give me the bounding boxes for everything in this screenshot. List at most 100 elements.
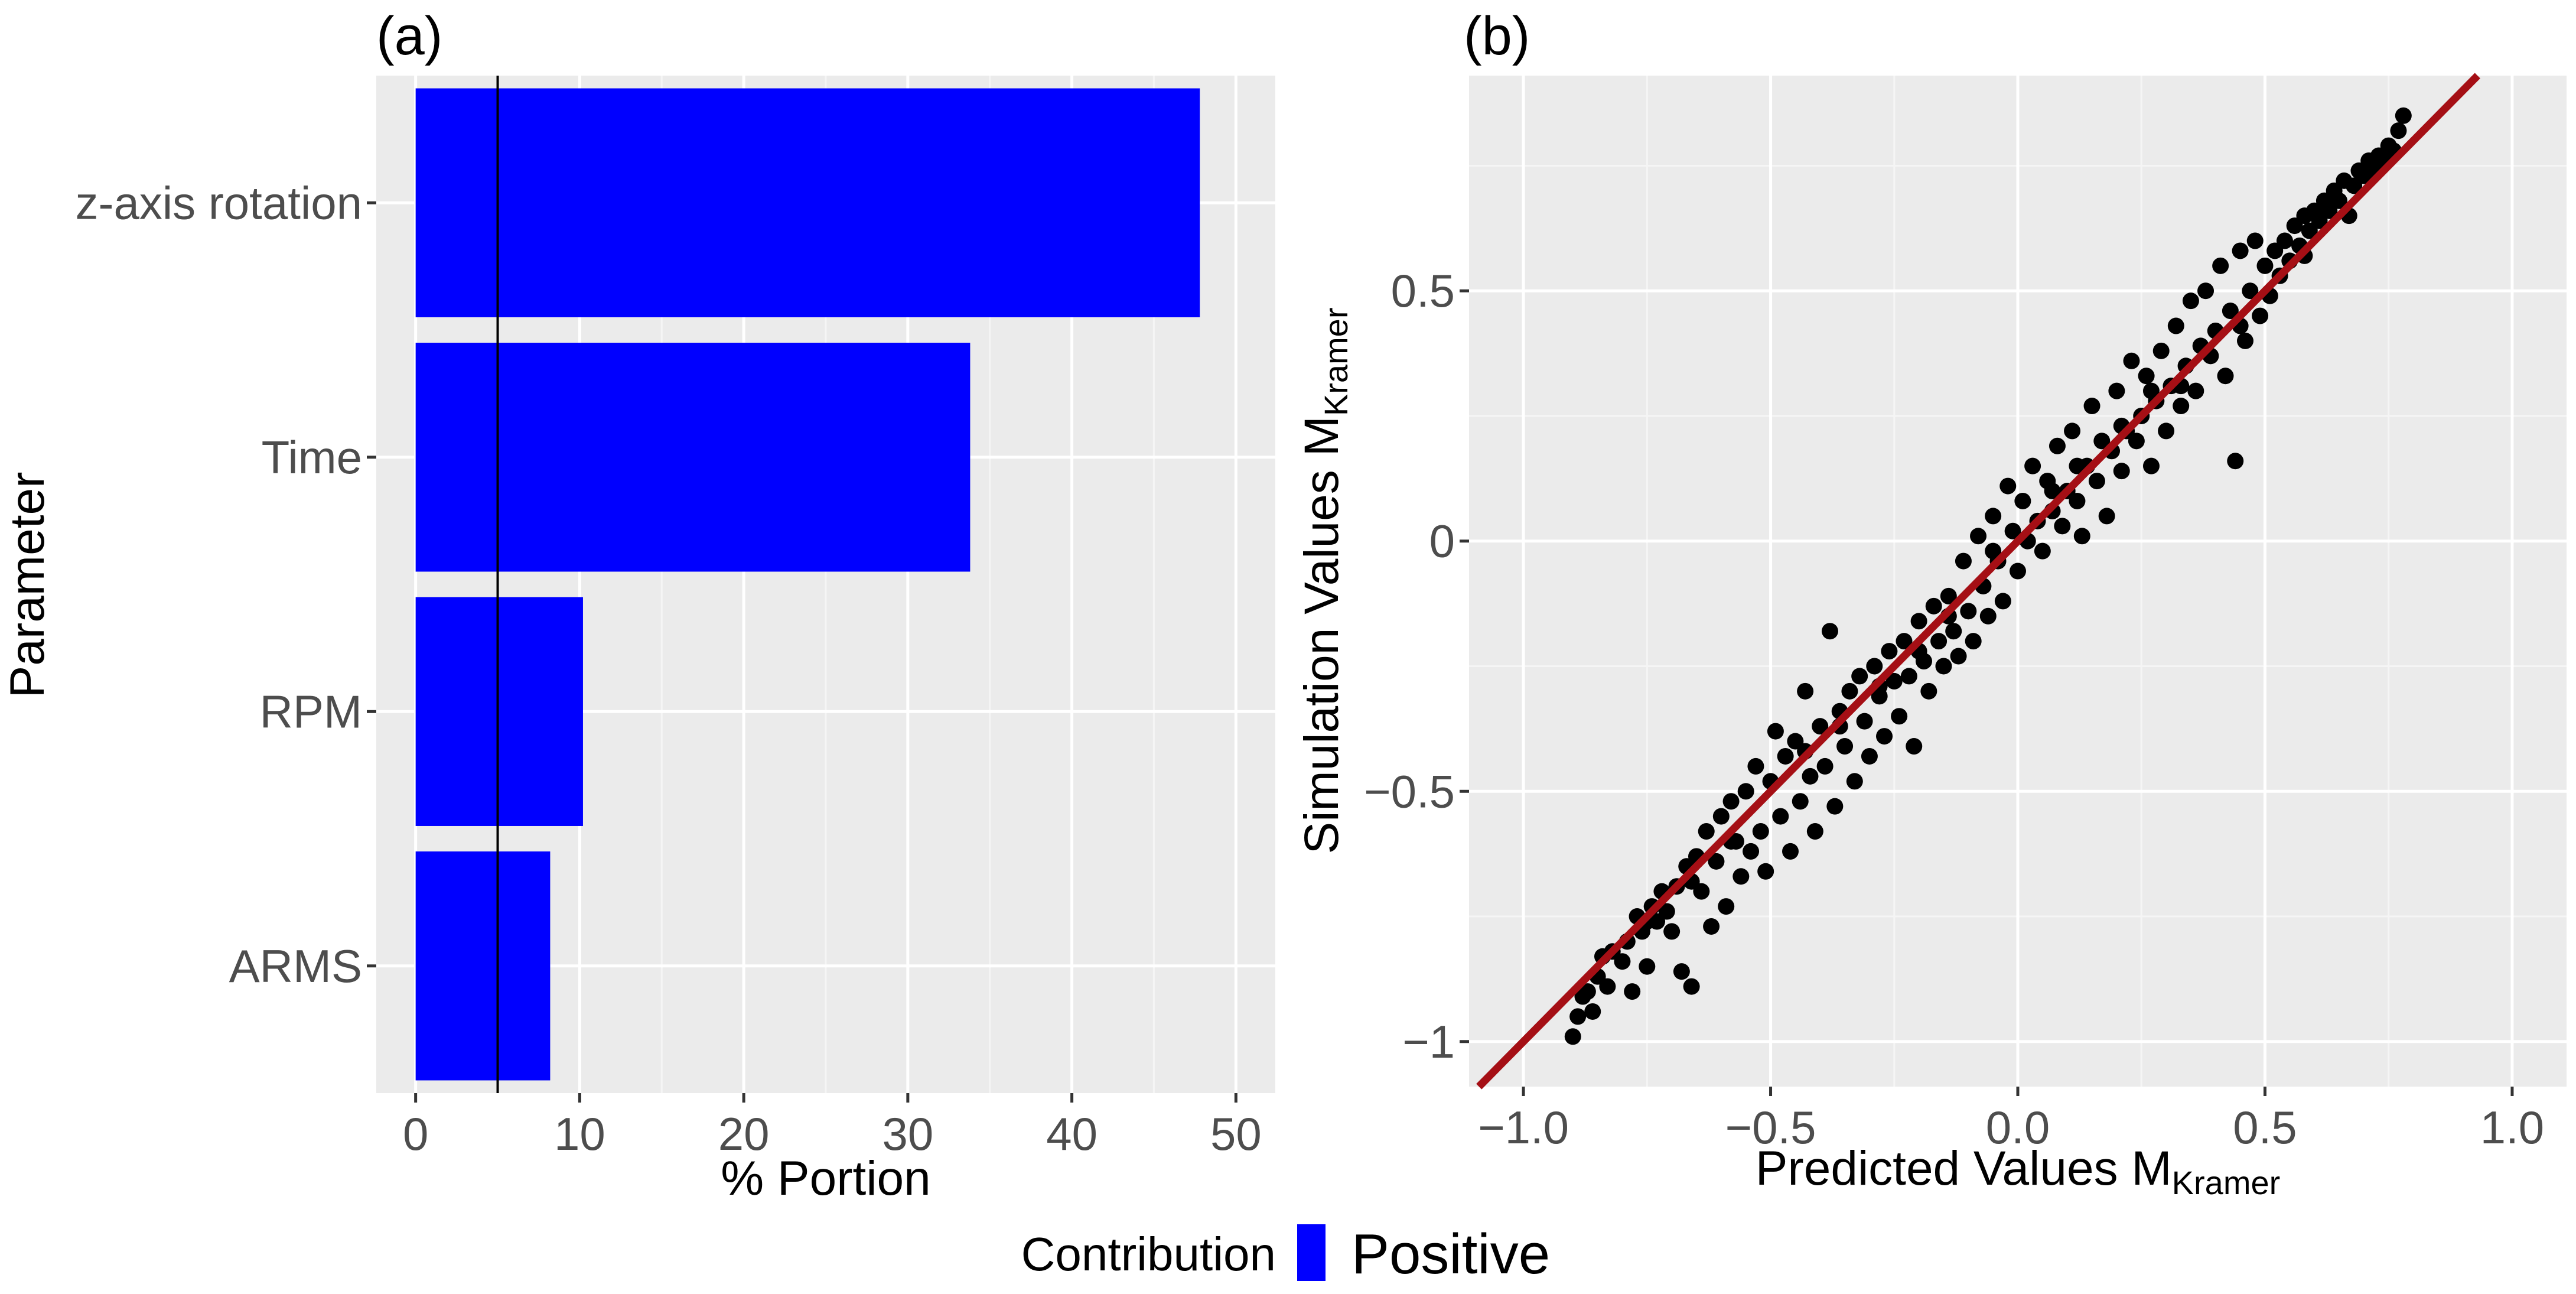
panel-b-y-axis-title-main: Simulation Values M <box>1295 416 1349 854</box>
data-point <box>1960 603 1977 620</box>
x-tick-label: 0.0 <box>1986 1101 2050 1153</box>
data-point <box>2142 382 2160 399</box>
data-point <box>2395 107 2412 124</box>
data-point <box>1935 658 1952 675</box>
data-point <box>1920 682 1937 700</box>
data-point <box>1797 682 1814 700</box>
bar-arms <box>415 851 551 1081</box>
x-tick-label: −1.0 <box>1478 1101 1569 1153</box>
data-point <box>1856 713 1873 730</box>
data-point <box>1955 552 1972 570</box>
data-point <box>1712 808 1730 825</box>
data-point <box>1851 668 1868 685</box>
data-point <box>2246 232 2264 249</box>
data-point <box>1906 738 1923 755</box>
y-tick-label: z-axis rotation <box>75 177 362 229</box>
data-point <box>1985 508 2002 525</box>
data-point <box>2222 303 2239 320</box>
data-point <box>1812 718 1829 735</box>
panel-b: −1 −0.5 0 0.5 −1.0 −0.5 0.0 0.5 1.0 <box>1364 73 2567 1153</box>
data-point <box>2069 457 2086 474</box>
data-point <box>1772 808 1789 825</box>
bar-time <box>415 343 971 572</box>
panel-a: z-axis rotation Time RPM ARMS 0 10 20 30 40 50 <box>75 76 1275 1160</box>
legend-key-positive <box>1297 1224 1326 1281</box>
data-point <box>2142 457 2160 474</box>
data-point <box>1802 768 1819 785</box>
legend: Contribution Positive <box>1021 1223 1551 1286</box>
fit-line <box>1476 73 2480 1090</box>
y-tick-label: ARMS <box>229 940 362 992</box>
data-point <box>1639 958 1656 975</box>
x-tick-label: 50 <box>1210 1108 1262 1160</box>
y-tick-label: RPM <box>260 685 362 737</box>
data-point <box>1836 738 1854 755</box>
data-point <box>2252 307 2269 324</box>
data-point <box>2010 563 2026 580</box>
data-point <box>1752 823 1769 840</box>
data-point <box>1624 983 1641 1000</box>
data-point <box>2182 292 2199 310</box>
data-point <box>1846 773 1863 790</box>
data-point <box>1698 823 1715 840</box>
data-point <box>2044 483 2061 500</box>
panel-a-y-axis-title: Parameter <box>1 472 54 698</box>
data-point <box>1708 853 1725 870</box>
data-point <box>1767 723 1784 740</box>
data-point <box>1737 783 1754 800</box>
data-point <box>1866 658 1883 675</box>
data-point <box>2064 422 2081 440</box>
data-point <box>1999 477 2017 495</box>
y-tick-label: 0.5 <box>1391 265 1455 317</box>
data-point <box>1881 643 1898 660</box>
data-point <box>1806 823 1823 840</box>
panel-b-x-axis-title-subscript: Kramer <box>2172 1164 2281 1201</box>
x-tick-label: 20 <box>718 1108 770 1160</box>
data-point <box>2138 368 2155 385</box>
panel-a-x-ticks: 0 10 20 30 40 50 <box>403 1093 1262 1160</box>
y-tick-label: −0.5 <box>1364 765 1455 817</box>
data-point <box>2232 242 2249 259</box>
data-point <box>1599 978 1616 995</box>
data-point <box>1732 868 1750 885</box>
data-point <box>2276 232 2293 249</box>
data-point <box>2083 398 2100 415</box>
data-point <box>1945 623 1962 640</box>
data-point <box>2236 332 2253 349</box>
data-point <box>1816 757 1834 775</box>
y-tick-label: 0 <box>1429 515 1455 567</box>
legend-title: Contribution <box>1021 1228 1276 1280</box>
panel-b-y-ticks: −1 −0.5 0 0.5 <box>1364 265 1469 1068</box>
data-point <box>2217 368 2234 385</box>
data-point <box>2054 518 2071 535</box>
data-point <box>1722 793 1740 810</box>
data-point <box>2014 492 2031 509</box>
data-point <box>1821 623 1838 640</box>
data-point <box>1970 528 1987 545</box>
bar-z-axis-rotation <box>415 88 1200 317</box>
data-point <box>2212 257 2229 274</box>
y-tick-label: Time <box>262 431 362 483</box>
data-point <box>2113 463 2130 480</box>
data-point <box>2088 473 2105 490</box>
data-point <box>1683 978 1700 995</box>
data-point <box>1743 843 1760 860</box>
y-tick-label: −1 <box>1402 1016 1455 1068</box>
data-point <box>2167 317 2184 334</box>
data-point <box>1885 672 1903 690</box>
panel-a-bars <box>415 88 1200 1081</box>
data-point <box>1663 923 1681 940</box>
bar-rpm <box>415 597 583 826</box>
panel-a-y-ticks: z-axis rotation Time RPM ARMS <box>75 177 376 992</box>
data-point <box>2390 122 2407 139</box>
data-point <box>1658 903 1675 920</box>
panel-a-x-axis-title: % Portion <box>721 1152 931 1205</box>
data-point <box>1994 593 2011 610</box>
x-tick-label: −0.5 <box>1725 1101 1816 1153</box>
data-point <box>2049 437 2066 454</box>
data-point <box>2069 492 2086 509</box>
x-tick-label: 40 <box>1046 1108 1098 1160</box>
data-point <box>1826 798 1844 815</box>
data-point <box>2004 522 2021 539</box>
